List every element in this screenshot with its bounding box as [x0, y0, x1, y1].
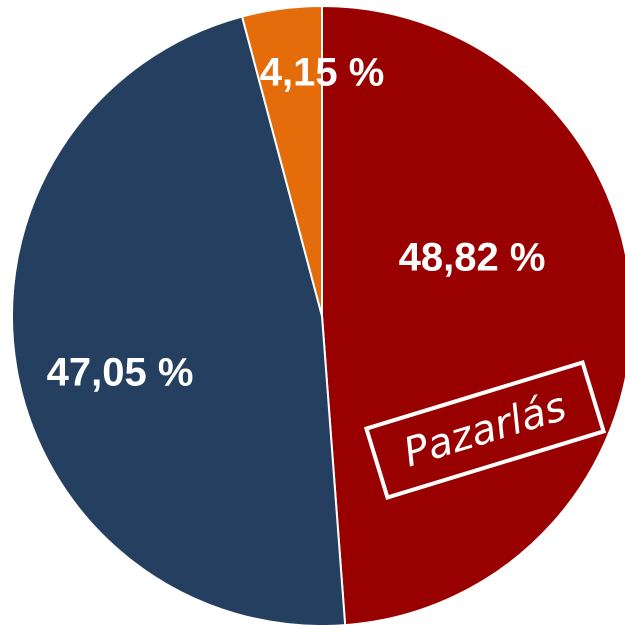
value-label: 47,05 % — [47, 351, 194, 395]
pie-slice — [240, 4, 323, 317]
annotation-box — [363, 360, 607, 500]
pie-slice — [321, 4, 625, 625]
pie-slice — [11, 15, 347, 625]
value-label: 4,15 % — [260, 51, 385, 95]
value-label: 48,82 % — [399, 236, 546, 280]
